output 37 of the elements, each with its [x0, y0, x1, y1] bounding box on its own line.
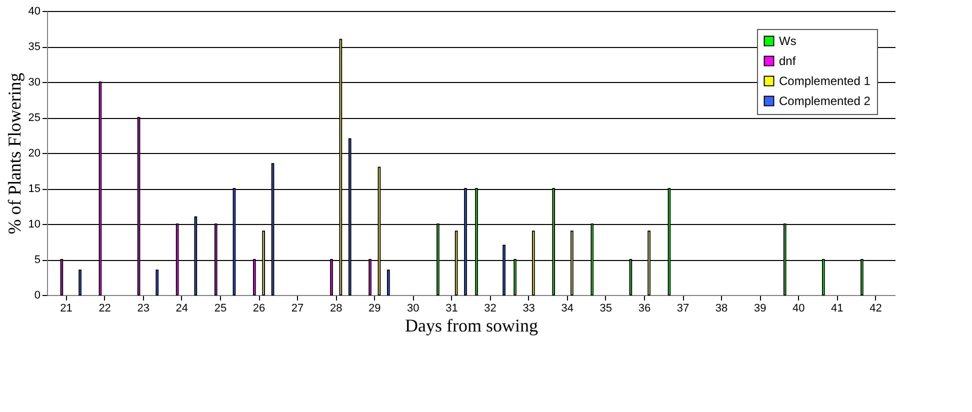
y-tick-label: 5 — [34, 254, 40, 266]
y-tick-label: 25 — [28, 112, 40, 124]
legend-label: dnf — [779, 54, 796, 68]
x-tick-label: 22 — [98, 302, 111, 314]
x-tick-label: 35 — [600, 302, 612, 314]
x-tick-label: 31 — [446, 302, 458, 314]
y-tick-label: 15 — [28, 183, 40, 195]
x-tick-label: 40 — [792, 302, 805, 314]
x-tick-label: 24 — [176, 302, 188, 314]
y-tick-label: 35 — [28, 41, 40, 53]
x-tick-label: 41 — [831, 302, 844, 314]
y-tick-label: 40 — [28, 6, 40, 18]
y-tick-label: 10 — [28, 218, 40, 230]
x-tick-label: 33 — [522, 302, 535, 314]
x-tick-label: 32 — [484, 302, 496, 314]
x-tick-label: 21 — [60, 302, 72, 314]
y-axis-title: % of Plants Flowering — [4, 72, 24, 234]
x-tick-label: 34 — [561, 302, 574, 314]
x-tick-label: 36 — [638, 302, 651, 314]
x-tick-label: 25 — [214, 302, 227, 314]
legend-label: Complemented 1 — [779, 74, 871, 88]
x-tick-label: 42 — [870, 302, 882, 314]
legend-label: Complemented 2 — [779, 94, 871, 108]
x-tick-label: 30 — [407, 302, 420, 314]
legend-label: Ws — [779, 34, 796, 48]
y-tick-label: 30 — [28, 76, 40, 88]
x-tick-label: 23 — [137, 302, 150, 314]
x-tick-label: 27 — [291, 302, 304, 314]
y-tick-label: 0 — [34, 290, 40, 302]
x-axis-title: Days from sowing — [405, 316, 538, 336]
x-tick-label: 28 — [330, 302, 342, 314]
y-tick-label: 20 — [28, 148, 40, 160]
x-tick-label: 38 — [715, 302, 728, 314]
x-tick-label: 39 — [754, 302, 766, 314]
x-tick-label: 29 — [368, 302, 381, 314]
x-tick-label: 37 — [676, 302, 690, 314]
x-tick-label: 26 — [252, 302, 266, 314]
